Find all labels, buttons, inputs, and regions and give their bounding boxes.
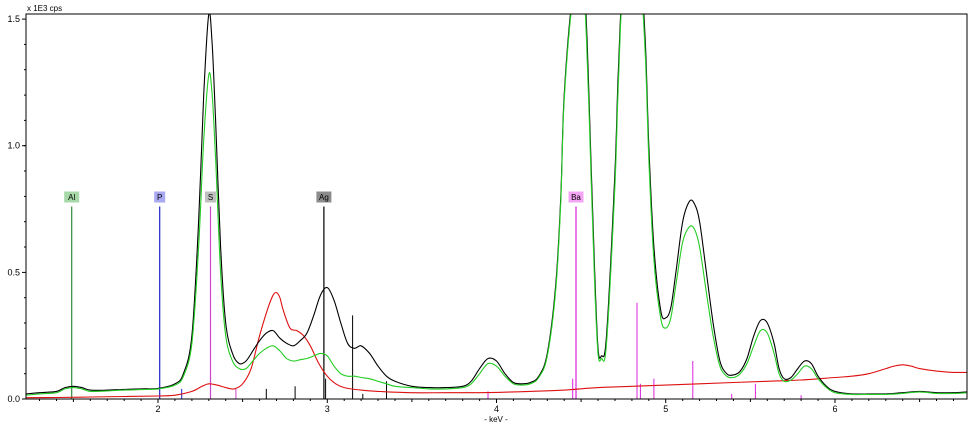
spectrum-line-green: [26, 14, 967, 396]
element-marker-s-badge: [205, 191, 216, 203]
element-marker-s-label: S: [208, 193, 213, 202]
x-tick-label-3: 5: [663, 404, 668, 414]
y-tick-label-1: 0.5: [7, 267, 20, 277]
element-marker-ba-label: Ba: [571, 193, 581, 202]
x-axis-label: - keV -: [484, 415, 508, 424]
x-tick-label-0: 2: [155, 404, 160, 414]
y-tick-label-0: 0.0: [7, 394, 20, 404]
element-marker-al-badge: [64, 191, 80, 203]
chart-marks: Al P S Ag Ba: [26, 14, 967, 399]
element-marker-p-label: P: [157, 193, 162, 202]
element-marker-ag-badge: [316, 191, 332, 203]
element-marker-al-label: Al: [68, 193, 75, 202]
element-marker-ba-badge: [568, 191, 584, 203]
x-tick-label-2: 4: [494, 404, 499, 414]
element-marker-p-badge: [154, 191, 166, 203]
y-tick-label-2: 1.0: [7, 141, 20, 151]
spectrum-line-black: [26, 14, 967, 395]
x-tick-label-4: 6: [832, 404, 837, 414]
axes: 0.0 0.5 1.0 1.5 2 3 4 5 6: [7, 14, 954, 414]
spectrum-line-red: [26, 291, 967, 399]
y-tick-label-3: 1.5: [7, 14, 20, 24]
x-tick-label-1: 3: [325, 404, 330, 414]
element-marker-ag-label: Ag: [319, 193, 329, 202]
y-unit-label: x 1E3 cps: [27, 4, 62, 13]
plot-frame: [25, 13, 968, 400]
